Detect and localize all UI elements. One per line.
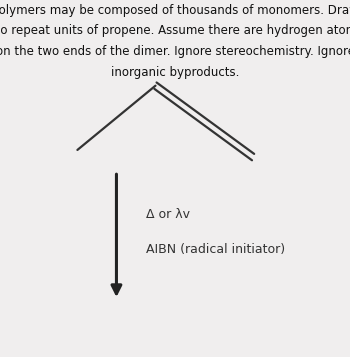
- Text: AIBN (radical initiator): AIBN (radical initiator): [146, 243, 285, 256]
- Text: two repeat units of propene. Assume there are hydrogen atoms: two repeat units of propene. Assume ther…: [0, 24, 350, 37]
- Text: Δ or λv: Δ or λv: [146, 208, 190, 221]
- Text: on the two ends of the dimer. Ignore stereochemistry. Ignore: on the two ends of the dimer. Ignore ste…: [0, 45, 350, 58]
- Text: inorganic byproducts.: inorganic byproducts.: [111, 66, 239, 79]
- Text: Polymers may be composed of thousands of monomers. Draw: Polymers may be composed of thousands of…: [0, 4, 350, 16]
